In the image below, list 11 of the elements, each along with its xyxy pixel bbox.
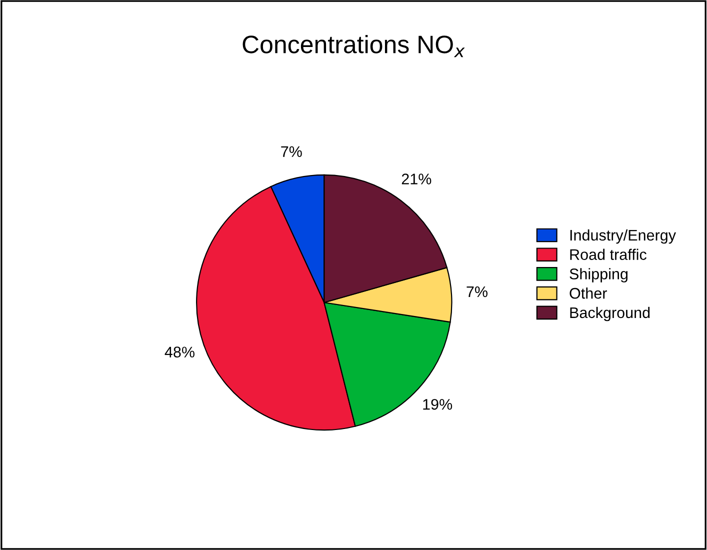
data-label: 19% bbox=[423, 398, 452, 410]
data-label: 7% bbox=[466, 286, 488, 298]
legend-label: Road traffic bbox=[570, 248, 646, 260]
legend-label: Industry/Energy bbox=[570, 229, 676, 244]
data-label: 21% bbox=[402, 174, 432, 184]
data-label: 7% bbox=[281, 146, 302, 157]
legend-label: Shipping bbox=[570, 268, 628, 282]
legend-label: Other bbox=[570, 288, 607, 299]
legend-label: Background bbox=[570, 306, 650, 322]
data-label: 48% bbox=[164, 346, 194, 358]
chart-title: Concentrations NO$_{x}$ bbox=[242, 34, 465, 58]
